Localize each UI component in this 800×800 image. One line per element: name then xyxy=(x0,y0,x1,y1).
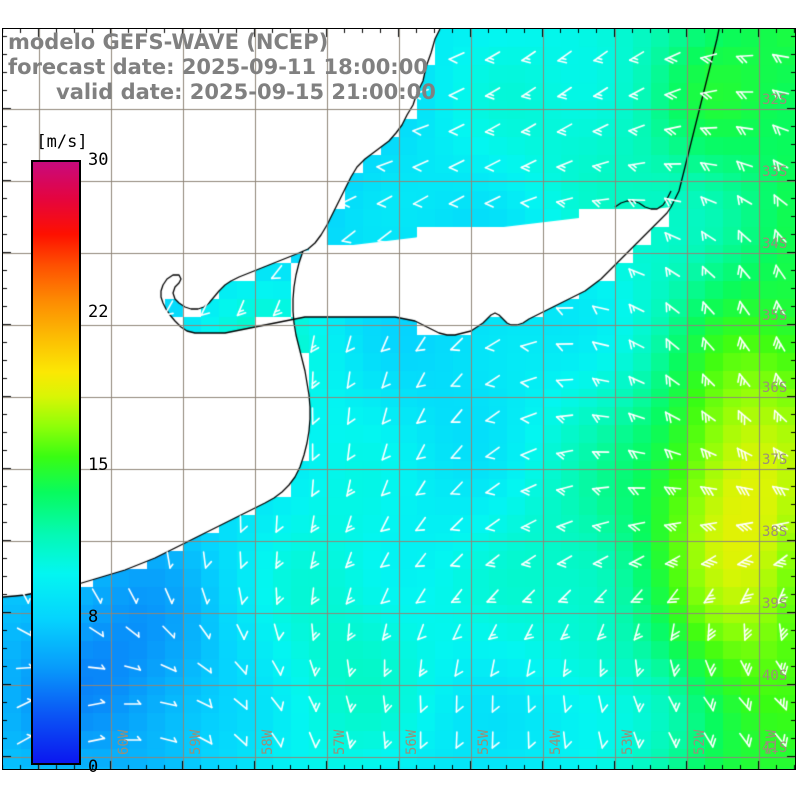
colorbar-tick-22: 22 xyxy=(88,302,109,322)
lon-label-52W: 52W xyxy=(692,729,708,755)
colorbar-tick-30: 30 xyxy=(88,150,109,170)
lon-label-53W: 53W xyxy=(620,729,636,755)
colorbar-tick-0: 0 xyxy=(88,757,99,777)
lat-label-37S: 37S xyxy=(762,452,788,468)
lon-label-55W: 55W xyxy=(476,729,492,755)
axis-ticks-top xyxy=(2,28,796,38)
lat-label-39S: 39S xyxy=(762,596,788,612)
lat-label-32S: 32S xyxy=(762,92,788,108)
lon-label-58W: 58W xyxy=(260,729,276,755)
colorbar-tick-15: 15 xyxy=(88,455,109,475)
lat-label-35S: 35S xyxy=(762,308,788,324)
lon-label-56W: 56W xyxy=(404,729,420,755)
lon-label-54W: 54W xyxy=(548,729,564,755)
lon-label-59W: 59W xyxy=(188,729,204,755)
colorbar: [m/s] 30 22 15 8 0 xyxy=(0,0,130,800)
wind-barbs xyxy=(3,29,795,769)
colorbar-tick-8: 8 xyxy=(88,607,99,627)
colorbar-gradient xyxy=(31,160,81,765)
axis-ticks-left xyxy=(2,28,12,770)
axis-ticks-bottom xyxy=(2,760,796,770)
colorbar-unit-label: [m/s] xyxy=(36,132,88,152)
lat-label-36S: 36S xyxy=(762,380,788,396)
lat-label-33S: 33S xyxy=(762,164,788,180)
lon-label-57W: 57W xyxy=(332,729,348,755)
lat-label-41S: 41S xyxy=(762,740,788,756)
axis-ticks-right xyxy=(786,28,796,770)
lat-label-40S: 40S xyxy=(762,668,788,684)
map-plot-area xyxy=(2,28,796,770)
lat-label-34S: 34S xyxy=(762,236,788,252)
lat-label-38S: 38S xyxy=(762,524,788,540)
